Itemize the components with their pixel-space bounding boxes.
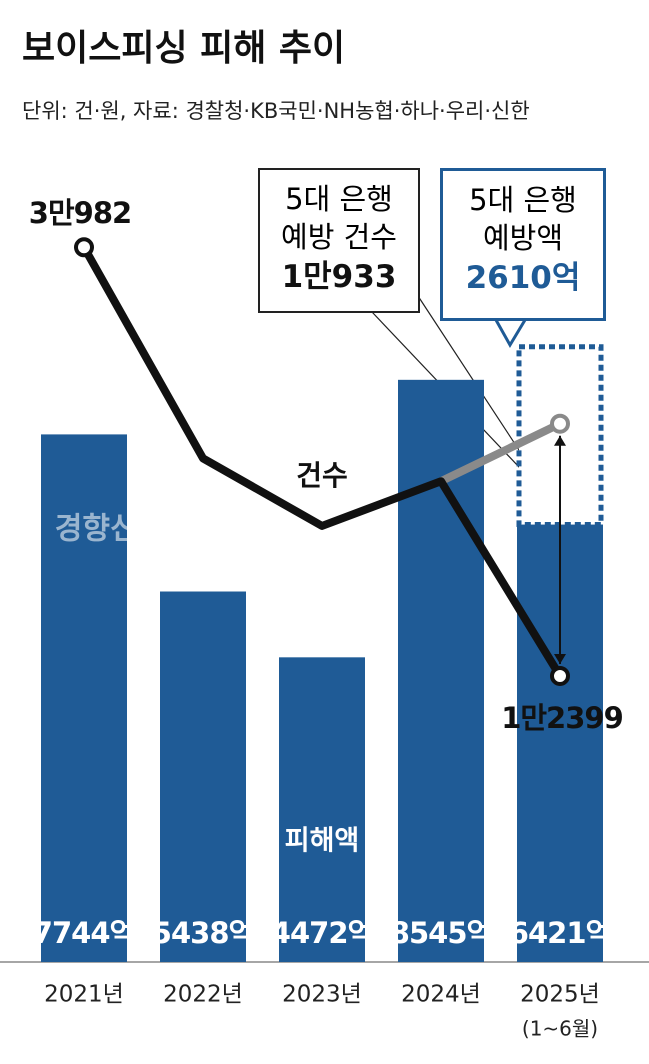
line-value-label: 3만982 <box>29 196 131 230</box>
series-label: 피해액 <box>285 826 360 857</box>
series-label: 건수 <box>296 459 348 492</box>
x-tick-label: 2021년 <box>44 982 124 1008</box>
x-tick-label: 2024년 <box>401 982 481 1008</box>
x-tick-note: (1~6월) <box>522 1017 598 1041</box>
bar-value-label: 4472억 <box>271 916 373 950</box>
x-tick-label: 2023년 <box>282 982 362 1008</box>
callout-value: 2610억 <box>465 260 581 296</box>
callout-box: 5대 은행 예방 건수 1만933 <box>258 168 420 313</box>
chart-title: 보이스피싱 피해 추이 <box>22 28 345 69</box>
x-tick-label: 2022년 <box>163 982 243 1008</box>
bar-value-label: 8545억 <box>390 916 492 950</box>
point <box>550 413 570 434</box>
point <box>550 665 570 686</box>
callout-name: 5대 은행 예방 건수 <box>281 182 397 254</box>
watermark: 경향신문 <box>55 512 165 547</box>
x-tick-label: 2025년 <box>520 982 600 1008</box>
bar <box>41 434 127 962</box>
chart-subtitle: 단위: 건·원, 자료: 경찰청·KB국민·NH농협·하나·우리·신한 <box>22 99 530 123</box>
prevention-line <box>437 419 564 486</box>
bar-value-label: 5438억 <box>152 916 254 950</box>
line-value-label: 1만2399 <box>501 701 623 735</box>
arrow-head <box>554 653 566 664</box>
callout-value: 1만933 <box>281 259 397 295</box>
arrow-head <box>554 435 566 446</box>
bar <box>160 591 246 962</box>
bar-value-label: 6421억 <box>509 916 611 950</box>
point <box>74 237 94 258</box>
callout-name: 5대 은행 예방액 <box>469 183 577 255</box>
bar-value-label: 7744억 <box>33 916 135 950</box>
callout-box: 5대 은행 예방액 2610억 <box>440 168 606 321</box>
bar <box>279 657 365 962</box>
line <box>80 245 564 679</box>
callout-pointer <box>494 319 527 348</box>
